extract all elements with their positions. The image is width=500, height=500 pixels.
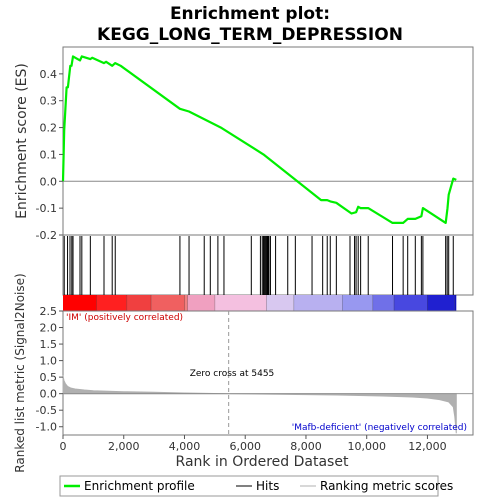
es-ytick-label: 0.1: [40, 148, 58, 161]
heatmap-segment: [63, 295, 97, 311]
metric-ytick-label: 2.5: [40, 305, 58, 318]
heatmap-segment: [151, 295, 185, 311]
x-tick-label: 10,000: [347, 440, 386, 453]
x-tick-label: 2,000: [108, 440, 140, 453]
heatmap-segment: [427, 295, 455, 311]
metric-ytick-label: -0.5: [36, 404, 57, 417]
metric-ytick-label: 0.0: [40, 388, 58, 401]
legend-label: Ranking metric scores: [320, 479, 453, 493]
metric-ylabel: Ranked list metric (Signal2Noise): [13, 273, 27, 472]
legend-label: Hits: [256, 479, 279, 493]
x-tick-label: 8,000: [290, 440, 322, 453]
es-ytick-label: -0.2: [36, 229, 57, 242]
metric-ytick-label: 2.0: [40, 322, 58, 335]
heatmap-pos-label: 'IM' (positively correlated): [66, 313, 183, 323]
legend-label: Enrichment profile: [84, 479, 195, 493]
metric-panel-frame: [62, 310, 474, 436]
es-curve-line: [61, 55, 457, 224]
metric-ytick-label: 1.5: [40, 338, 58, 351]
heatmap-segment: [96, 295, 127, 311]
es-ytick-label: -0.1: [36, 202, 57, 215]
heatmap-segment: [454, 295, 457, 311]
metric-ytick-label: -1.0: [36, 421, 57, 434]
es-ytick-label: 0.0: [40, 175, 58, 188]
heatmap-segment: [372, 295, 395, 311]
heatmap-segment: [293, 295, 343, 311]
metric-ytick-label: 0.5: [40, 371, 58, 384]
heatmap-segment: [184, 295, 188, 311]
heatmap-segment: [214, 295, 267, 311]
zero-cross-label: Zero cross at 5455: [190, 369, 275, 379]
heatmap-segment: [342, 295, 373, 311]
heatmap-segment: [187, 295, 215, 311]
es-ytick-label: 0.3: [40, 95, 58, 108]
x-tick-label: 0: [60, 440, 67, 453]
chart-title-line1: Enrichment plot:: [170, 4, 330, 24]
x-axis-label: Rank in Ordered Dataset: [176, 454, 349, 470]
heatmap-segment: [266, 295, 294, 311]
heatmap-segment: [394, 295, 428, 311]
heatmap-segment: [126, 295, 152, 311]
x-tick-label: 12,000: [408, 440, 447, 453]
es-panel-frame: [62, 46, 474, 236]
chart-title-line2: KEGG_LONG_TERM_DEPRESSION: [97, 25, 403, 45]
es-ylabel: Enrichment score (ES): [14, 63, 30, 219]
es-ytick-label: 0.4: [40, 68, 58, 81]
heatmap-neg-label: 'Mafb-deficient' (negatively correlated): [292, 423, 467, 433]
metric-ytick-label: 1.0: [40, 355, 58, 368]
es-ytick-label: 0.2: [40, 122, 58, 135]
x-tick-label: 4,000: [169, 440, 201, 453]
x-tick-label: 6,000: [229, 440, 261, 453]
